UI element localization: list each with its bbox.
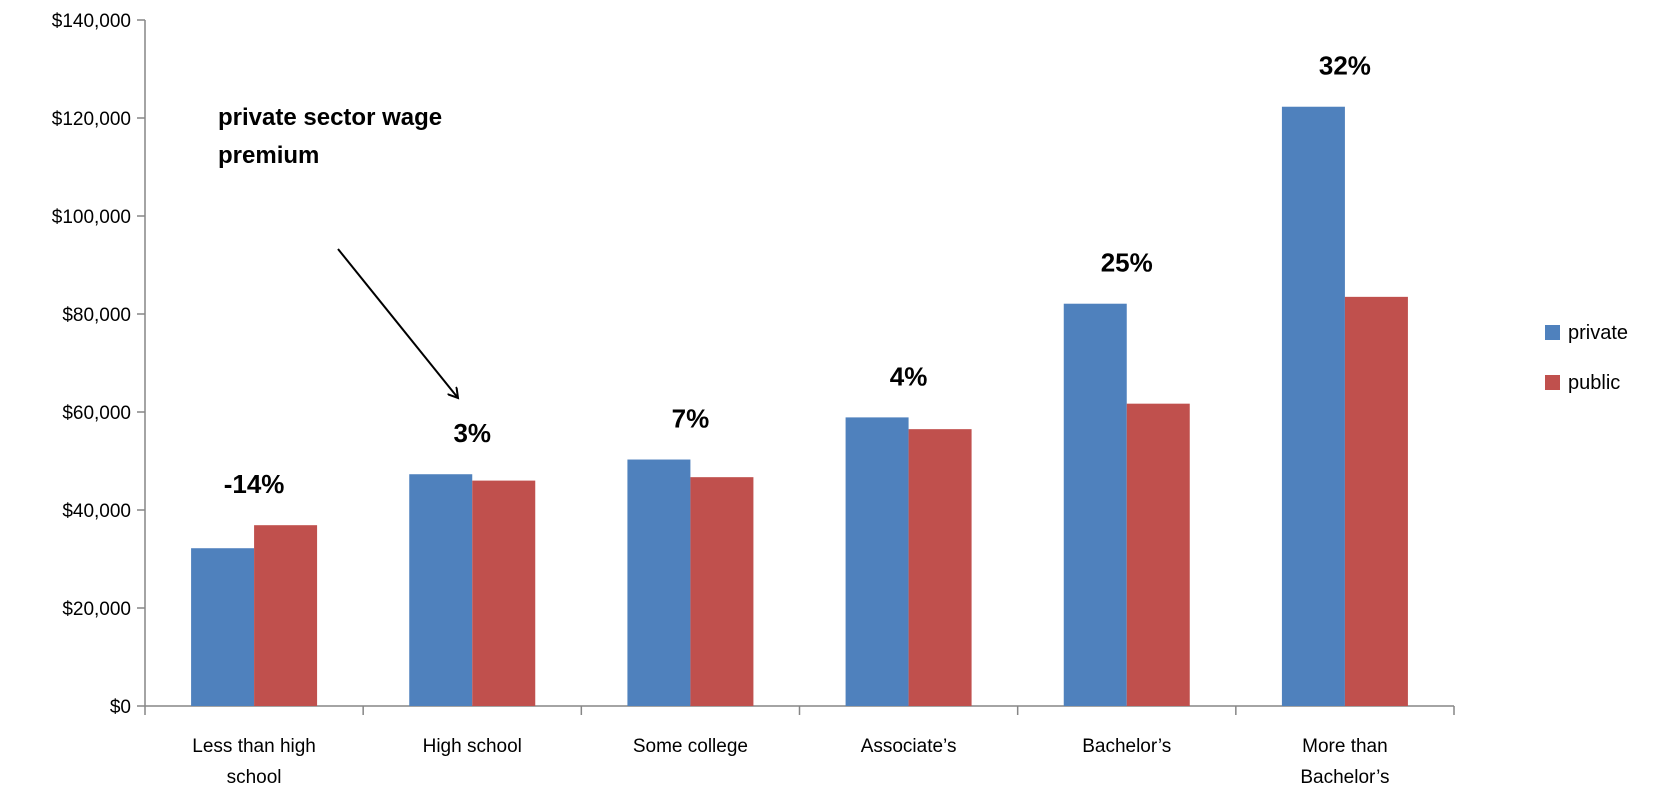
annotation-arrow — [337, 248, 458, 398]
bar-public — [1126, 403, 1190, 706]
bar-private — [627, 459, 691, 706]
legend-swatch-private — [1545, 325, 1560, 340]
data-label: 32% — [1319, 51, 1371, 81]
bar-public — [908, 429, 972, 706]
data-label: 4% — [890, 361, 928, 391]
y-tick-label: $40,000 — [62, 501, 131, 522]
bar-public — [1344, 296, 1408, 706]
x-category-label: High school — [423, 736, 522, 757]
x-category-label: Bachelor’s — [1300, 767, 1389, 788]
bar-public — [690, 477, 754, 706]
bar-private — [1281, 106, 1345, 707]
y-tick-label: $120,000 — [52, 109, 131, 130]
bars — [191, 106, 1408, 707]
x-category-label: school — [227, 767, 282, 788]
data-label: 7% — [672, 404, 710, 434]
legend-label-private: private — [1568, 322, 1628, 344]
data-label: 25% — [1101, 248, 1153, 278]
y-tick-label: $0 — [110, 697, 131, 718]
y-tick-label: $140,000 — [52, 11, 131, 32]
x-category-label: More than — [1302, 736, 1388, 757]
data-label: 3% — [453, 418, 491, 448]
bar-public — [472, 480, 536, 706]
y-tick-label: $20,000 — [62, 599, 131, 620]
x-category-label: Less than high — [192, 736, 316, 757]
data-label: -14% — [224, 469, 285, 499]
y-axis: $0 $20,000 $40,000 $60,000 $80,000 $100,000 $1… — [52, 11, 146, 718]
legend-swatch-public — [1545, 375, 1560, 390]
annotation-line-1: private sector wage — [218, 104, 442, 131]
x-category-label: Bachelor’s — [1082, 736, 1171, 757]
y-tick-label: $100,000 — [52, 207, 131, 228]
bar-public — [254, 525, 318, 706]
x-category-label: Associate’s — [861, 736, 957, 757]
y-tick-label: $80,000 — [62, 305, 131, 326]
annotation: private sector wage premium — [218, 104, 458, 398]
legend: private public — [1545, 322, 1628, 394]
annotation-line-2: premium — [218, 142, 319, 169]
data-labels: -14% 3% 7% 4% 25% 32% — [224, 51, 1371, 499]
bar-private — [1063, 303, 1127, 706]
bar-private — [845, 417, 909, 706]
x-category-label: Some college — [633, 736, 748, 757]
bar-private — [409, 474, 473, 706]
y-tick-label: $60,000 — [62, 403, 131, 424]
x-axis: Less than high school High school Some coll… — [144, 705, 1455, 788]
bar-private — [191, 548, 255, 706]
legend-label-public: public — [1568, 372, 1620, 394]
